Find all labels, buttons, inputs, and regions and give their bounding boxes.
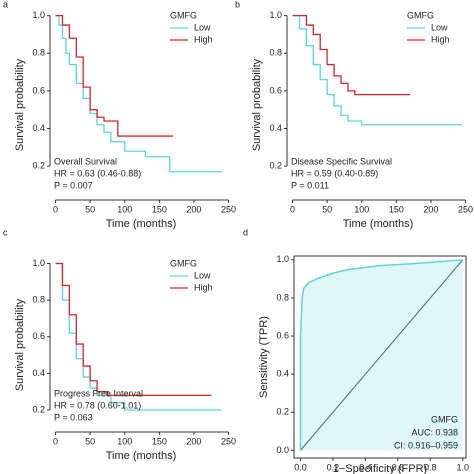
y-tick-label: 0.8 [269,48,282,58]
annotation: P = 0.007 [54,180,93,190]
km-curve [55,14,174,137]
y-tick-label: 0.4 [32,123,45,133]
annotation: HR = 0.59 (0.40-0.89) [291,168,378,178]
annotation: Overall Survival [54,156,117,166]
y-tick-label: 0.8 [32,295,45,305]
y-tick-label: 0.6 [32,85,45,95]
plot-frame [293,255,467,459]
y-tick-label: 0.2 [269,161,282,171]
annotation: AUC: 0.938 [411,427,458,437]
x-axis-label: Time (months) [106,218,177,230]
y-tick-label: 0.6 [32,331,45,341]
y-tick-label: 0.2 [32,161,45,171]
panel-label: b [235,0,240,9]
roc-curve [299,259,463,451]
legend-label: Low [194,270,211,280]
x-tick-label: 150 [152,436,167,446]
x-tick-label: 250 [221,436,236,446]
y-tick-label: 0.4 [276,369,289,379]
x-tick-label: 150 [152,204,167,214]
diagonal [300,259,464,451]
legend-label: Low [194,22,211,32]
annotation: HR = 0.78 (0.60-1.01) [54,400,141,410]
x-tick-label: 250 [458,204,473,214]
x-axis-label: Time (months) [106,450,177,462]
x-tick-label: 0 [53,204,58,214]
x-tick-label: 250 [221,204,236,214]
x-tick-label: 0.0 [294,462,307,472]
x-tick-label: 0 [53,436,58,446]
y-tick-label: 0.2 [32,404,45,414]
y-tick-label: 1.0 [32,10,45,20]
x-tick-label: 200 [186,204,201,214]
x-tick-label: 0.6 [392,462,405,472]
panel-label: c [3,227,8,237]
x-tick-label: 100 [354,204,369,214]
panel-label: a [3,0,8,9]
x-tick-label: 0.4 [359,462,372,472]
legend-title: GMFG [170,10,197,20]
x-axis-label: Time (months) [343,218,414,230]
legend-label: High [194,34,213,44]
km-curve [55,262,222,411]
x-tick-label: 50 [85,436,95,446]
x-tick-label: 1.0 [456,462,469,472]
km-curve [292,14,411,96]
y-tick-label: 0.8 [32,48,45,58]
annotation: CI: 0.916–0.959 [394,440,458,450]
x-tick-label: 0 [290,204,295,214]
y-tick-label: 0.2 [276,407,289,417]
annotation: Disease Specific Survival [291,156,392,166]
y-tick-label: 0.8 [276,292,289,302]
annotation: HR = 0.63 (0.46-0.88) [54,168,141,178]
legend-title: GMFG [170,258,197,268]
annotation: Progress Free Interval [54,388,143,398]
y-tick-label: 0.6 [269,85,282,95]
y-axis-label: Survival probability [14,58,26,151]
annotation: P = 0.063 [54,412,93,422]
x-tick-label: 100 [117,204,132,214]
x-tick-label: 200 [186,436,201,446]
x-tick-label: 200 [423,204,438,214]
y-tick-label: 1.0 [276,254,289,264]
y-tick-label: 1.0 [269,10,282,20]
panel-label: d [243,227,248,237]
x-axis-label: 1−Specificity (FPR) [333,463,427,474]
legend-label: High [194,282,213,292]
legend-label: Low [431,22,448,32]
y-axis-label: Sensitivity (TPR) [258,316,270,398]
km-curve [55,262,212,397]
y-tick-label: 0.0 [276,445,289,455]
y-axis-label: Survival probability [251,58,263,151]
legend-title: GMFG [407,10,434,20]
x-tick-label: 0.8 [424,462,437,472]
x-tick-label: 0.2 [327,462,340,472]
km-curve [292,14,463,126]
y-axis-label: Survival probability [14,298,26,391]
x-tick-label: 50 [85,204,95,214]
y-tick-label: 0.4 [32,368,45,378]
annotation: P = 0.011 [291,180,329,190]
y-tick-label: 1.0 [32,258,45,268]
annotation: GMFG [431,414,458,424]
x-tick-label: 150 [389,204,404,214]
x-tick-label: 50 [322,204,332,214]
legend-label: High [431,34,450,44]
x-tick-label: 100 [117,436,132,446]
y-tick-label: 0.4 [269,123,282,133]
y-tick-label: 0.6 [276,330,289,340]
